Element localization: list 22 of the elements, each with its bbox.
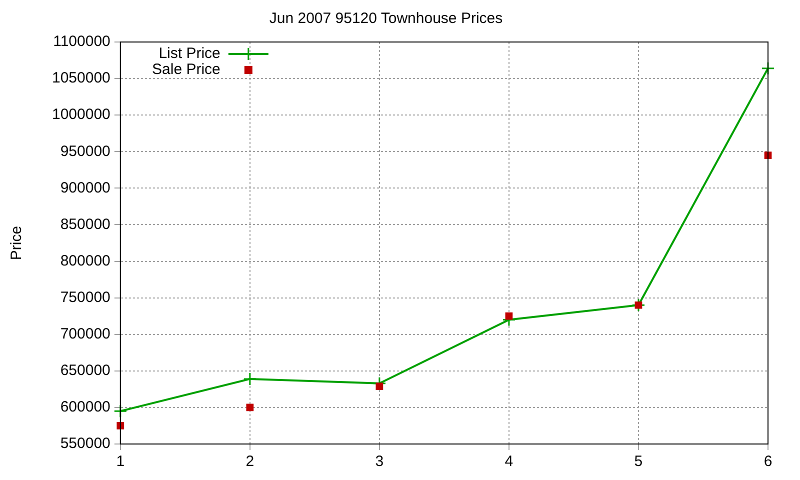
y-tick-label: 1100000 [53,33,110,50]
legend-label: Sale Price [152,61,220,78]
y-tick-label: 800000 [60,252,110,270]
x-tick-label: 5 [634,453,643,470]
y-tick-label: 900000 [60,179,110,196]
x-tick-label: 3 [375,453,384,470]
x-tick-label: 4 [504,453,514,470]
y-tick-label: 600000 [60,398,110,416]
x-tick-label: 6 [764,453,772,470]
y-tick-label: 950000 [60,142,110,160]
y-tick-label: 850000 [60,216,110,233]
x-tick-label: 2 [246,453,254,470]
x-tick-label: 1 [116,453,125,470]
y-tick-label: 750000 [60,288,110,306]
chart-title: Jun 2007 95120 Townhouse Prices [269,10,503,28]
y-tick-label: 650000 [60,362,110,380]
legend-label: List Price [158,45,220,62]
y-tick-label: 550000 [60,435,110,452]
y-axis-title: Price [8,226,26,260]
y-tick-label: 700000 [60,326,110,343]
y-tick-label: 1000000 [52,106,110,124]
y-tick-label: 1050000 [52,70,110,87]
